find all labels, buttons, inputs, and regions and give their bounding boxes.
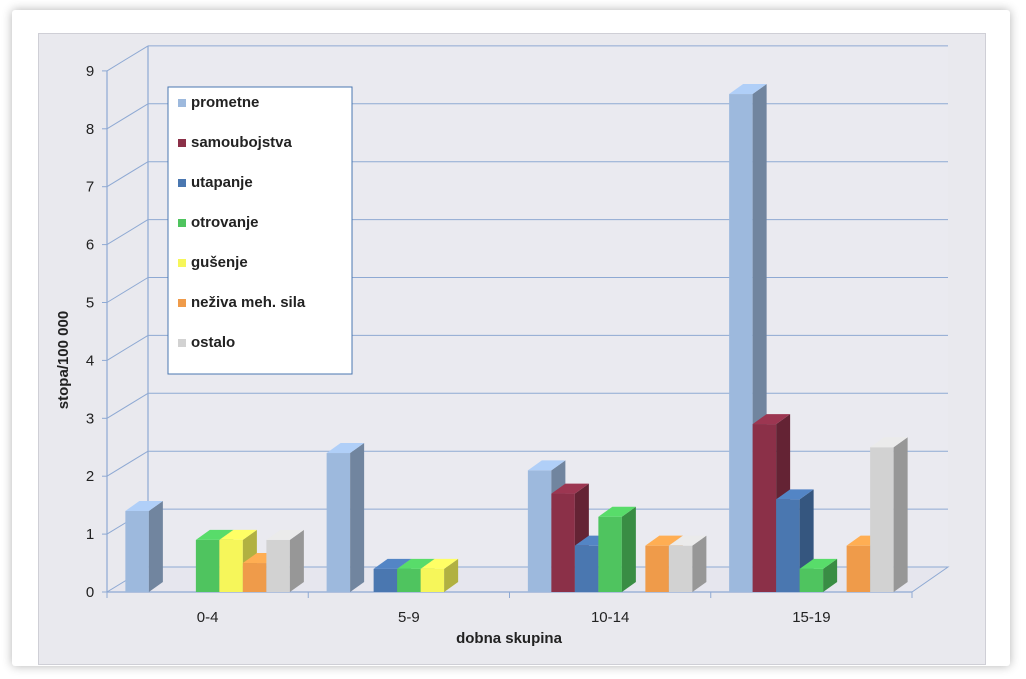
bar-front	[195, 539, 220, 592]
gridline-side	[106, 450, 149, 477]
bar-front	[870, 447, 894, 592]
bar-front	[729, 94, 753, 592]
x-tick-label: 0-4	[197, 609, 219, 626]
bar-top	[397, 558, 435, 569]
y-tick-label: 8	[86, 121, 94, 138]
bar-front	[799, 568, 824, 592]
bar-top	[729, 84, 767, 95]
bar	[799, 558, 838, 592]
bar-front	[242, 563, 267, 592]
legend-label: ostalo	[191, 334, 235, 351]
legend-box	[167, 86, 353, 375]
bar-top	[551, 483, 589, 494]
y-tick-label: 6	[86, 237, 94, 254]
legend-swatch	[178, 339, 186, 347]
legend-swatch	[178, 259, 186, 267]
legend-label: otrovanje	[191, 214, 259, 231]
bar-top	[668, 535, 707, 546]
bar-top	[373, 558, 412, 569]
gridline-side	[106, 219, 149, 246]
legend-label: utapanje	[191, 174, 253, 191]
x-axis-label: dobna skupina	[456, 630, 563, 647]
gridline-side	[106, 103, 149, 130]
y-tick-label: 5	[86, 295, 94, 312]
gridline-side	[106, 392, 149, 419]
bar-front	[752, 424, 777, 592]
bar-top	[776, 489, 814, 500]
bar-side	[289, 529, 304, 592]
y-axis-label: stopa/100 000	[55, 311, 72, 409]
legend-label: prometne	[191, 94, 259, 111]
bar-side	[621, 506, 636, 592]
bar-front	[219, 539, 243, 592]
bars	[125, 84, 908, 592]
bar-top	[598, 506, 636, 517]
legend-label: samoubojstva	[191, 134, 293, 151]
legend-swatch	[178, 99, 186, 107]
bar-side	[823, 558, 838, 592]
bar-top	[266, 529, 304, 540]
bar	[326, 443, 365, 592]
bar-top	[870, 437, 908, 448]
bar-front	[420, 568, 445, 592]
bar-front	[776, 499, 800, 592]
bar	[420, 558, 459, 592]
bar	[870, 437, 908, 592]
bar	[125, 500, 163, 592]
gridline-side	[106, 277, 149, 303]
gridline-side	[106, 334, 149, 361]
bar-top	[752, 414, 791, 425]
bar-top	[326, 443, 365, 454]
bar-front	[326, 453, 351, 592]
gridline-side	[106, 45, 149, 72]
bar-side	[893, 437, 908, 592]
y-tick-label: 4	[86, 352, 94, 369]
bar-front	[668, 545, 693, 592]
bar-side	[148, 500, 163, 592]
legend-label: neživa meh. sila	[191, 294, 306, 311]
legend-swatch	[178, 299, 186, 307]
bar-front	[397, 568, 421, 592]
legend: prometne samoubojstva utapanje otrovanje guš…	[167, 86, 353, 375]
y-tick-labels: 0 1 2 3 4 5 6 7 8 9	[86, 63, 94, 601]
legend-label: gušenje	[191, 254, 248, 271]
bar-front	[645, 545, 669, 592]
bar-top	[125, 500, 163, 511]
y-tick-label: 2	[86, 468, 94, 485]
bar-side	[444, 558, 459, 592]
bar-side	[350, 443, 365, 592]
y-tick-label: 0	[86, 584, 94, 601]
gridline-side	[106, 161, 149, 188]
bar-top	[219, 529, 257, 540]
bar-front	[598, 516, 622, 592]
legend-swatch	[178, 139, 186, 147]
bar-side	[692, 535, 707, 592]
bar-top	[645, 535, 683, 546]
bar-front	[266, 539, 290, 592]
x-tick-label: 10-14	[591, 609, 629, 626]
y-tick-label: 9	[86, 63, 94, 80]
bar-top	[799, 558, 838, 569]
bar-front	[373, 568, 398, 592]
y-tick-label: 1	[86, 526, 94, 543]
x-tick-label: 5-9	[398, 609, 420, 626]
x-tick-label: 15-19	[792, 609, 830, 626]
x-tick-labels: 0-4 5-9 10-14 15-19	[197, 609, 831, 626]
bar	[668, 535, 707, 592]
y-tick-label: 3	[86, 410, 94, 427]
bar-front	[125, 510, 149, 592]
legend-swatch	[178, 179, 186, 187]
bar-top	[420, 558, 459, 569]
bar	[598, 506, 636, 592]
bar-front	[551, 493, 575, 592]
bar-front	[574, 545, 599, 592]
bar-front	[527, 470, 552, 592]
bar-top	[195, 529, 234, 540]
bar	[266, 529, 304, 592]
legend-swatch	[178, 219, 186, 227]
bar-front	[846, 545, 871, 592]
bar-top	[527, 460, 566, 471]
y-tick-label: 7	[86, 179, 94, 196]
